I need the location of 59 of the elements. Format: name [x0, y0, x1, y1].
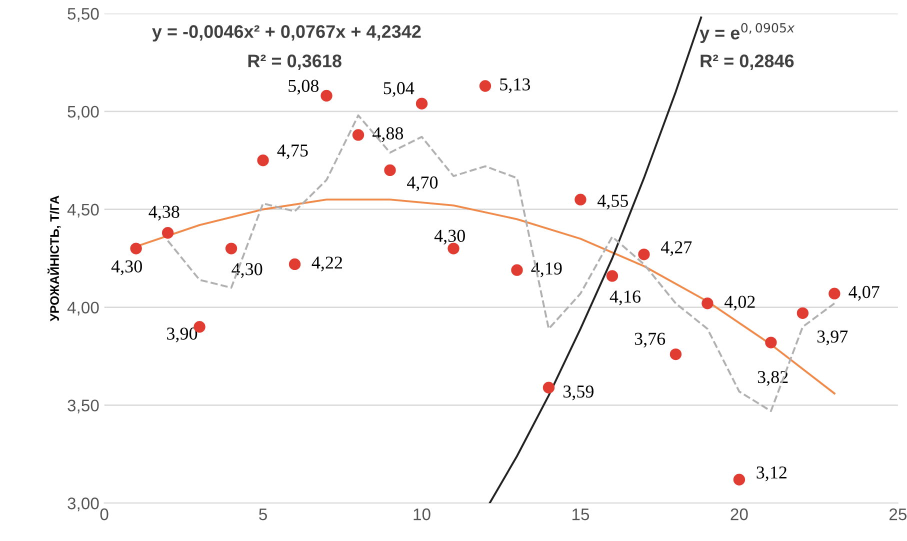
y-tick-label: 4,50 [67, 204, 99, 218]
point [702, 298, 714, 310]
y-tick-label: 3,00 [68, 498, 99, 512]
data-label: 4,70 [407, 176, 438, 192]
y-tick-label: 4,00 [67, 302, 99, 316]
data-label: 4,30 [434, 230, 465, 245]
point [288, 258, 301, 270]
data-label: 5,04 [384, 82, 414, 97]
point [384, 164, 396, 176]
point [828, 288, 840, 300]
x-tick-label: 25 [890, 508, 906, 520]
annotation: R² = 0,3618 [248, 54, 342, 70]
data-label: 5,08 [288, 80, 319, 95]
x-tick-label: 0 [100, 508, 108, 520]
x-tick-label: 15 [572, 508, 590, 520]
point [479, 80, 492, 92]
data-label: 3,97 [817, 330, 848, 346]
data-label: 4,55 [598, 194, 628, 210]
annotation: y = -0,0046x² + 0,0767x + 4,2342 [152, 25, 421, 42]
x-tick-label: 5 [259, 508, 267, 520]
data-label: 4,02 [724, 296, 755, 310]
data-label: 4,75 [277, 144, 308, 160]
point [416, 98, 428, 110]
point [225, 242, 238, 254]
point [733, 474, 746, 486]
point [130, 242, 142, 254]
y-tick-label: 3,50 [68, 400, 99, 414]
data-label: 4,88 [372, 127, 404, 142]
data-label: 4,07 [848, 286, 880, 301]
data-label: 3,90 [167, 328, 198, 342]
annotation: y = e$^{0,0905x}$ [700, 23, 795, 44]
data-label: 3,59 [563, 386, 594, 400]
y-axis-title: УРОЖАЙНІСТЬ, Т/ГА [48, 196, 61, 322]
point [257, 154, 269, 166]
data-label: 4,38 [148, 206, 180, 221]
point [638, 248, 650, 260]
point [352, 129, 364, 141]
data-label: 4,30 [232, 263, 262, 278]
point [574, 194, 586, 206]
data-label: 4,16 [610, 290, 641, 306]
point [606, 270, 618, 282]
point [542, 382, 555, 394]
point [670, 348, 682, 360]
y-tick-label: 5,00 [68, 106, 99, 120]
point [162, 227, 174, 239]
x-tick-label: 20 [730, 508, 748, 520]
annotation: R² = 0,2846 [700, 54, 794, 70]
data-label: 4,27 [660, 241, 692, 256]
data-label: 4,22 [312, 256, 342, 272]
point [796, 307, 809, 320]
y-tick-label: 5,50 [68, 8, 99, 22]
data-label: 3,76 [634, 332, 666, 348]
data-label: 5,13 [500, 78, 530, 94]
point [320, 90, 332, 102]
point [511, 264, 523, 276]
data-label: 4,30 [111, 260, 142, 276]
data-label: 3,12 [756, 466, 786, 482]
x-tick-label: 10 [414, 508, 430, 520]
point [765, 336, 777, 348]
